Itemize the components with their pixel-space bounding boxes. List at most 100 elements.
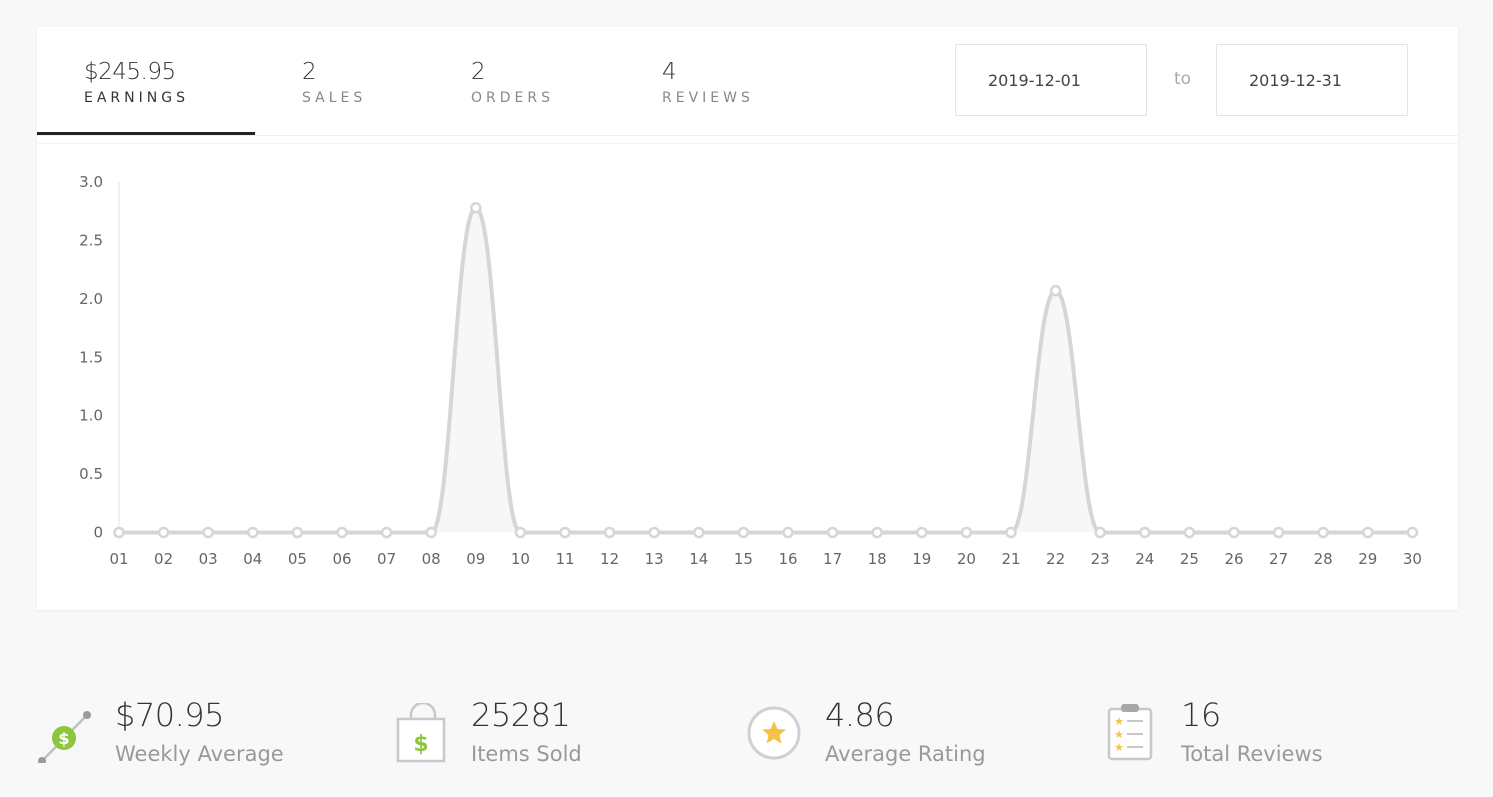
data-point[interactable] [514,526,527,539]
data-point[interactable] [871,526,883,539]
data-point[interactable] [1317,526,1329,539]
stat-label: Weekly Average [115,742,284,766]
data-point[interactable] [1005,526,1017,539]
tab-reviews[interactable]: 4 REVIEWS [662,57,754,107]
stat-label: Items Sold [471,742,582,766]
data-point[interactable] [1139,526,1151,539]
x-tick-label: 03 [199,550,218,568]
y-tick-label: 3.0 [79,173,103,191]
svg-text:★: ★ [1114,741,1124,754]
data-point[interactable] [247,526,259,539]
data-point[interactable] [291,526,304,539]
x-tick-label: 18 [868,550,887,568]
y-tick-label: 0.5 [79,465,103,483]
stat-label: Total Reviews [1181,742,1323,766]
x-tick-label: 09 [466,550,485,568]
x-tick-label: 11 [555,550,574,568]
x-tick-label: 16 [778,550,797,568]
data-point[interactable] [470,201,482,214]
stats-panel: $245.95 EARNINGS 2 SALES 2 ORDERS 4 REVI… [37,27,1458,610]
x-tick-label: 19 [912,550,931,568]
data-point[interactable] [336,526,348,539]
data-point[interactable] [202,526,214,539]
data-point[interactable] [1049,284,1062,297]
x-tick-label: 30 [1403,550,1422,568]
data-point[interactable] [916,526,928,539]
x-tick-label: 14 [689,550,708,568]
date-from-input[interactable] [955,44,1147,116]
x-tick-label: 12 [600,550,619,568]
stat-value: $70.95 [115,696,224,734]
star-icon [747,706,801,760]
data-point[interactable] [157,526,170,539]
x-tick-label: 01 [109,550,128,568]
x-tick-label: 23 [1091,550,1110,568]
x-tick-label: 15 [734,550,753,568]
x-tick-label: 24 [1135,550,1154,568]
data-point[interactable] [1228,526,1240,539]
data-point[interactable] [380,526,393,539]
data-point[interactable] [1406,526,1419,539]
svg-text:★: ★ [1114,715,1124,728]
stat-value: 16 [1181,696,1221,734]
x-tick-label: 07 [377,550,396,568]
clipboard-icon: ★ ★ ★ [1107,704,1153,761]
chart-svg: 0 0.5 1.0 1.5 2.0 2.5 3.0 01 02 03 04 05 06 07 08 09 10 1… [79,173,1422,568]
data-point[interactable] [648,526,660,539]
data-point[interactable] [693,526,705,539]
data-point[interactable] [113,526,125,539]
trend-dollar-icon: $ [38,711,91,763]
x-tick-label: 28 [1314,550,1333,568]
data-point[interactable] [782,526,794,539]
y-tick-label: 2.0 [79,290,103,308]
y-tick-label: 1.0 [79,407,103,425]
tab-label: ORDERS [471,90,554,106]
data-point[interactable] [1362,526,1374,539]
tab-sales[interactable]: 2 SALES [302,57,366,107]
x-tick-label: 26 [1224,550,1243,568]
data-point[interactable] [1183,526,1196,539]
stat-label: Average Rating [825,742,986,766]
stats-tabs: $245.95 EARNINGS 2 SALES 2 ORDERS 4 REVI… [37,27,1458,136]
x-tick-label: 04 [243,550,262,568]
tab-value: 4 [662,59,677,85]
data-point[interactable] [603,526,616,539]
tab-value: 2 [302,59,317,85]
data-point[interactable] [1272,526,1285,539]
x-tick-label: 10 [511,550,530,568]
tab-orders[interactable]: 2 ORDERS [471,57,554,107]
data-point[interactable] [559,526,571,539]
series-area [119,207,1413,533]
svg-text:$: $ [413,732,428,757]
data-point[interactable] [425,526,437,539]
x-tick-label: 06 [332,550,351,568]
earnings-chart: 0 0.5 1.0 1.5 2.0 2.5 3.0 01 02 03 04 05 06 07 08 09 10 1… [37,143,1458,611]
tab-earnings[interactable]: $245.95 EARNINGS [84,57,189,107]
tab-label: EARNINGS [84,90,189,106]
x-tick-label: 17 [823,550,842,568]
tab-label: SALES [302,90,367,106]
stat-value: 4.86 [825,696,895,734]
data-point[interactable] [960,526,973,539]
active-tab-indicator [37,132,255,135]
svg-text:$: $ [58,729,69,748]
date-range-separator: to [1174,69,1192,89]
data-point[interactable] [737,526,750,539]
x-tick-label: 22 [1046,550,1065,568]
x-tick-label: 25 [1180,550,1199,568]
y-tick-label: 1.5 [79,348,103,366]
stat-value: 25281 [471,696,571,734]
y-tick-label: 0 [93,524,103,542]
tab-value: $245.95 [84,59,176,85]
x-tick-label: 21 [1001,550,1020,568]
shopping-bag-icon: $ [396,703,446,763]
data-point[interactable] [1094,526,1106,539]
data-point[interactable] [826,526,839,539]
x-tick-label: 08 [422,550,441,568]
x-tick-label: 29 [1358,550,1377,568]
date-to-input[interactable] [1216,44,1408,116]
x-tick-label: 05 [288,550,307,568]
x-tick-label: 13 [645,550,664,568]
svg-text:★: ★ [1114,728,1124,741]
tab-value: 2 [471,59,486,85]
